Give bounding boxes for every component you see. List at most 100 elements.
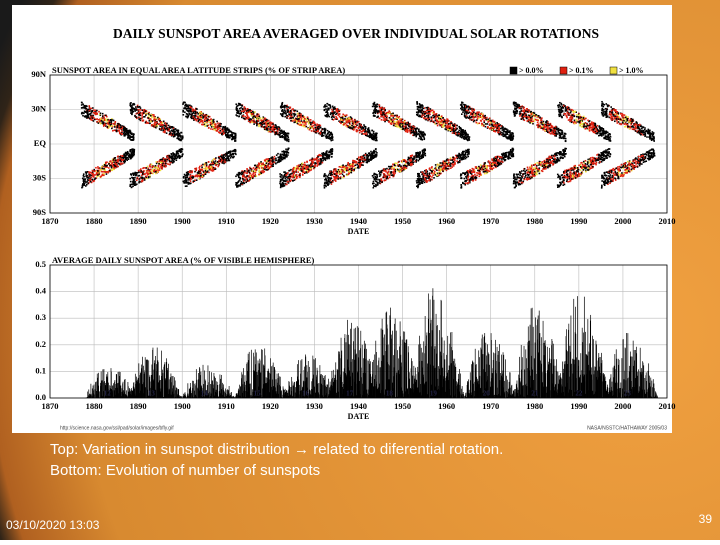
sunspot-cell: [371, 130, 373, 132]
sunspot-cell: [82, 103, 84, 105]
sunspot-cell: [203, 165, 205, 167]
sunspot-cell: [96, 118, 98, 120]
sunspot-cell: [96, 176, 98, 178]
sunspot-cell: [290, 117, 292, 119]
sunspot-cell: [277, 153, 279, 155]
sunspot-cell: [271, 156, 273, 158]
sunspot-cell: [107, 122, 109, 124]
sunspot-cell: [197, 175, 199, 177]
sunspot-cell: [283, 177, 285, 179]
sunspot-cell: [226, 128, 228, 130]
sunspot-cell: [240, 178, 242, 180]
sunspot-cell: [261, 126, 263, 128]
sunspot-cell: [103, 168, 105, 170]
sunspot-cell: [132, 185, 134, 187]
sunspot-cell: [270, 131, 272, 133]
sunspot-cell: [231, 134, 233, 136]
sunspot-cell: [227, 132, 229, 134]
sunspot-cell: [388, 110, 390, 112]
sunspot-cell: [133, 152, 135, 154]
sunspot-cell: [279, 160, 281, 162]
sunspot-cell: [290, 173, 292, 175]
sunspot-cell: [392, 113, 394, 115]
y-tick-label: 30N: [31, 103, 47, 113]
sunspot-cell: [375, 134, 377, 136]
sunspot-cell: [368, 154, 370, 156]
sunspot-cell: [399, 121, 401, 123]
sunspot-cell: [231, 150, 233, 152]
y-tick-label: 90S: [33, 207, 47, 217]
sunspot-cell: [355, 127, 357, 129]
sunspot-cell: [377, 112, 379, 114]
sunspot-cell: [356, 164, 358, 166]
sunspot-cell: [243, 182, 245, 184]
sunspot-cell: [270, 126, 272, 128]
sunspot-cell: [175, 128, 177, 130]
sunspot-cell: [405, 165, 407, 167]
sunspot-cell: [347, 165, 349, 167]
sunspot-cell: [358, 121, 360, 123]
sunspot-cell: [229, 154, 231, 156]
sunspot-cell: [290, 110, 292, 112]
sunspot-cell: [357, 166, 359, 168]
sunspot-cell: [111, 125, 113, 127]
sunspot-cell: [348, 167, 350, 169]
sunspot-cell: [374, 185, 376, 187]
sunspot-cell: [304, 126, 306, 128]
sunspot-cell: [310, 119, 312, 121]
sunspot-cell: [380, 115, 382, 117]
sunspot-cell: [381, 113, 383, 115]
sunspot-cell: [324, 184, 326, 186]
sunspot-cell: [260, 161, 262, 163]
sunspot-cell: [247, 118, 249, 120]
sunspot-cell: [351, 125, 353, 127]
sunspot-cell: [324, 183, 326, 185]
x-tick-label: 1980: [526, 216, 543, 226]
sunspot-cell: [365, 131, 367, 133]
sunspot-cell: [272, 164, 274, 166]
sunspot-cell: [384, 176, 386, 178]
sunspot-cell: [228, 151, 230, 153]
sunspot-cell: [217, 166, 219, 168]
sunspot-cell: [419, 136, 421, 138]
sunspot-cell: [396, 121, 398, 123]
sunspot-cell: [399, 127, 401, 129]
sunspot-cell: [138, 172, 140, 174]
sunspot-cell: [140, 172, 142, 174]
sunspot-cell: [330, 174, 332, 176]
sunspot-cell: [215, 160, 217, 162]
sunspot-cell: [377, 104, 379, 106]
sunspot-cell: [346, 118, 348, 120]
sunspot-cell: [324, 187, 326, 189]
sunspot-cell: [125, 153, 127, 155]
x-tick-label: 1920: [262, 216, 279, 226]
sunspot-cell: [140, 107, 142, 109]
sunspot-cell: [241, 182, 243, 184]
sunspot-cell: [284, 174, 286, 176]
sunspot-cell: [367, 135, 369, 137]
sunspot-cell: [266, 126, 268, 128]
sunspot-cell: [133, 134, 135, 136]
sunspot-cell: [225, 134, 227, 136]
sunspot-cell: [319, 155, 321, 157]
sunspot-cell: [269, 161, 271, 163]
sunspot-cell: [252, 177, 254, 179]
sunspot-cell: [289, 178, 291, 180]
sunspot-cell: [227, 129, 229, 131]
sunspot-cell: [247, 116, 249, 118]
sunspot-cell: [416, 131, 418, 133]
sunspot-cell: [373, 115, 375, 117]
x-tick-label: 1970: [482, 216, 499, 226]
sunspot-cell: [83, 176, 85, 178]
sunspot-cell: [327, 177, 329, 179]
sunspot-cell: [293, 167, 295, 169]
sunspot-cell: [275, 159, 277, 161]
sunspot-cell: [249, 118, 251, 120]
sunspot-cell: [175, 134, 177, 136]
sunspot-cell: [331, 118, 333, 120]
sunspot-cell: [160, 128, 162, 130]
sunspot-cell: [268, 120, 270, 122]
sunspot-cell: [291, 109, 293, 111]
sunspot-cell: [113, 161, 115, 163]
sunspot-cell: [213, 126, 215, 128]
